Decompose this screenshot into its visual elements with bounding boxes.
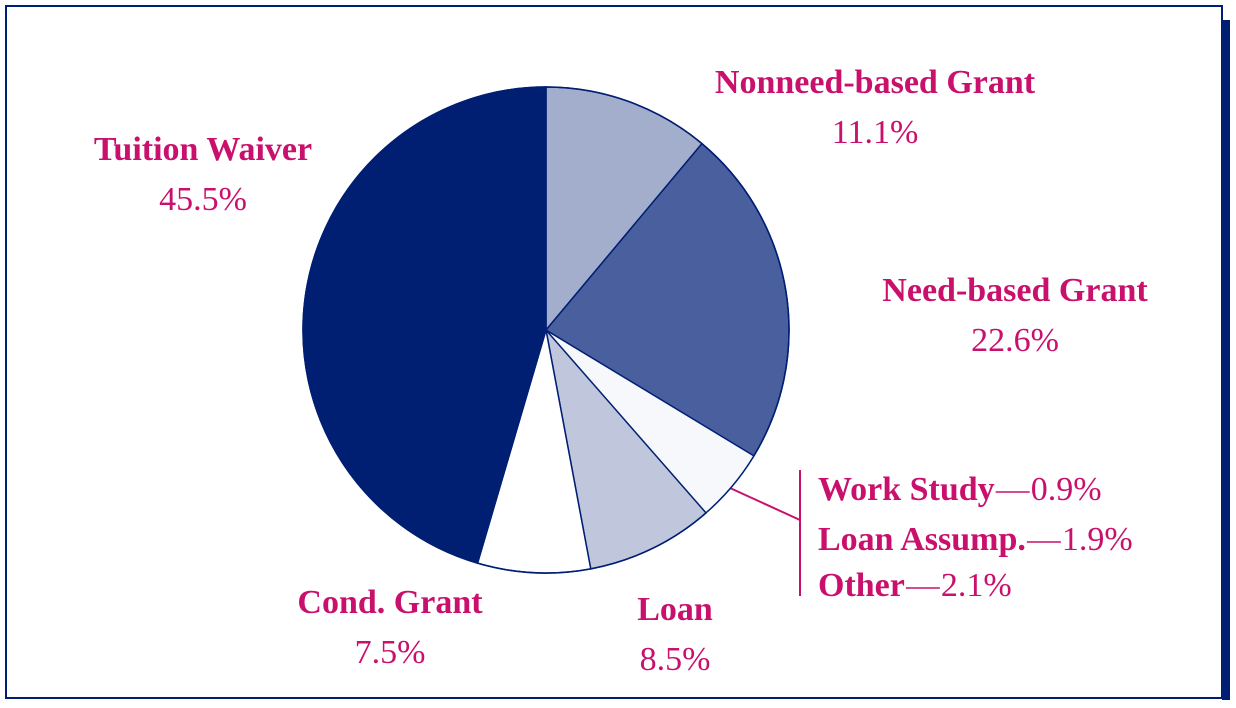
slice-label: Loan Assump. 1.9% [818,521,1133,558]
pie-outline [302,86,790,574]
slice-label: Work Study 0.9% [818,471,1102,508]
slice-value-label: 1.9% [1062,521,1133,558]
pie-slice [546,330,717,513]
slice-label: Other 2.1% [818,567,1012,604]
slice-label: Loan [637,591,713,628]
slice-value-label: 0.9% [1031,471,1102,508]
slice-label-name: Loan Assump. [818,521,1026,558]
pie-slice [546,330,754,483]
frame-shadow [1222,20,1230,700]
slice-label: Nonneed-based Grant [715,64,1036,101]
slice-value-label: 8.5% [640,641,711,678]
slice-value-label: 2.1% [941,567,1012,604]
pie-slice [546,330,736,504]
slice-value-label: 7.5% [355,634,426,671]
slice-label: Tuition Waiver [94,131,312,168]
slice-label: Need-based Grant [882,272,1148,309]
slice-label: Cond. Grant [297,584,483,621]
slice-label-name: Work Study [818,471,995,508]
slice-value-label: 45.5% [159,181,247,218]
slice-label-name: Other [818,567,905,604]
slice-value-label: 11.1% [832,114,919,151]
leader-line [729,487,801,521]
slice-value-label: 22.6% [971,322,1059,359]
